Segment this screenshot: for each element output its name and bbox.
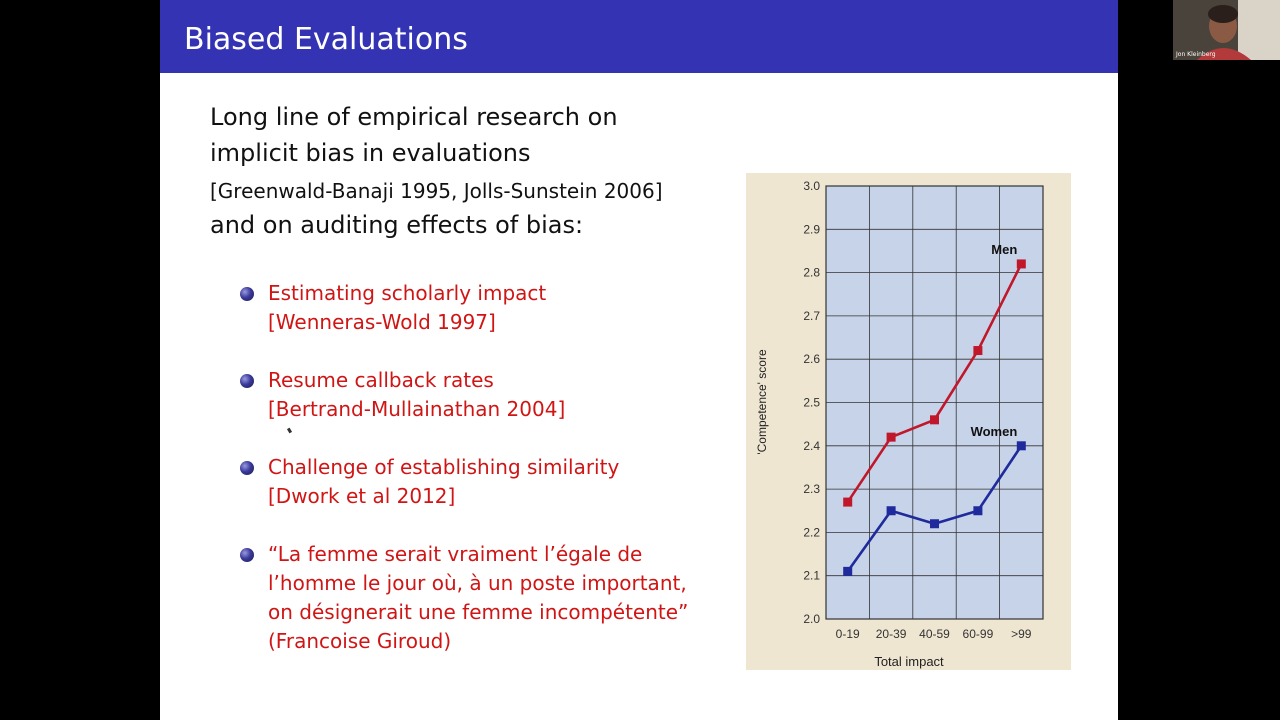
x-tick-label: 60-99	[963, 627, 994, 641]
bullet-1-line-1: Estimating scholarly impact	[268, 281, 547, 305]
bullet-icon	[240, 461, 254, 475]
x-tick-label: 40-59	[919, 627, 950, 641]
data-point-men	[930, 415, 939, 425]
data-point-men	[973, 346, 983, 356]
slide: Biased Evaluations Long line of empirica…	[160, 0, 1118, 720]
y-tick-label: 2.3	[803, 482, 820, 496]
bullet-2-line-1: Resume callback rates	[268, 368, 494, 392]
bullet-4-line-3: on désignerait une femme incompétente”	[268, 600, 689, 624]
bullet-1-line-2: [Wenneras-Wold 1997]	[268, 310, 496, 334]
bullet-icon	[240, 548, 254, 562]
x-tick-label: >99	[1011, 627, 1032, 641]
bullet-3-line-1: Challenge of establishing similarity	[268, 455, 620, 479]
competence-chart: 2.0 2.1 2.2 2.3 2.4 2.5 2.6 2.7 2.8 2.9 3.0 0-19 20…	[746, 173, 1071, 670]
y-tick-label: 2.7	[803, 309, 820, 323]
data-point-women	[930, 519, 939, 529]
y-tick-label: 2.4	[803, 439, 820, 453]
webcam-name-label: Jon Kleinberg	[1176, 51, 1216, 58]
data-point-women	[886, 506, 896, 516]
data-point-women	[973, 506, 983, 516]
data-point-women	[1016, 441, 1026, 451]
y-tick-label: 2.5	[803, 396, 820, 410]
x-tick-label: 0-19	[836, 627, 860, 641]
bullet-3-line-2: [Dwork et al 2012]	[268, 484, 456, 508]
intro-line-4: and on auditing effects of bias:	[210, 211, 584, 239]
data-point-men	[843, 497, 853, 507]
person-video-icon	[1173, 0, 1280, 60]
y-tick-label: 2.2	[803, 525, 820, 539]
y-tick-label: 2.1	[803, 569, 820, 583]
intro-line-2: implicit bias in evaluations	[210, 139, 531, 167]
x-tick-label: 20-39	[876, 627, 907, 641]
data-point-men	[1016, 259, 1026, 269]
bullet-icon	[240, 287, 254, 301]
bullet-4-line-2: l’homme le jour où, à un poste important…	[268, 571, 687, 595]
intro-line-1: Long line of empirical research on	[210, 103, 618, 131]
data-point-women	[843, 566, 853, 576]
bullet-4-line-1: “La femme serait vraiment l’égale de	[268, 542, 643, 566]
y-tick-label: 3.0	[803, 179, 820, 193]
intro-citation: [Greenwald-Banaji 1995, Jolls-Sunstein 2…	[210, 179, 663, 203]
y-tick-label: 2.6	[803, 352, 820, 366]
bullet-4-line-4: (Francoise Giroud)	[268, 629, 452, 653]
mouse-cursor-icon	[286, 427, 293, 434]
y-tick-label: 2.8	[803, 266, 820, 280]
slide-title: Biased Evaluations	[184, 22, 468, 57]
y-tick-label: 2.0	[803, 612, 820, 626]
webcam-thumbnail: Jon Kleinberg	[1173, 0, 1280, 60]
data-point-men	[886, 432, 896, 442]
series-label-women: Women	[971, 424, 1018, 439]
series-label-men: Men	[991, 242, 1017, 257]
bullet-2-line-2: [Bertrand-Mullainathan 2004]	[268, 397, 566, 421]
bullet-icon	[240, 374, 254, 388]
slide-title-bar: Biased Evaluations	[160, 0, 1118, 73]
x-axis-label: Total impact	[874, 654, 944, 669]
y-axis-label: 'Competence' score	[755, 349, 769, 455]
y-tick-label: 2.9	[803, 222, 820, 236]
